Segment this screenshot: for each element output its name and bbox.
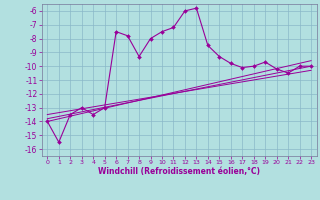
X-axis label: Windchill (Refroidissement éolien,°C): Windchill (Refroidissement éolien,°C) [98, 167, 260, 176]
